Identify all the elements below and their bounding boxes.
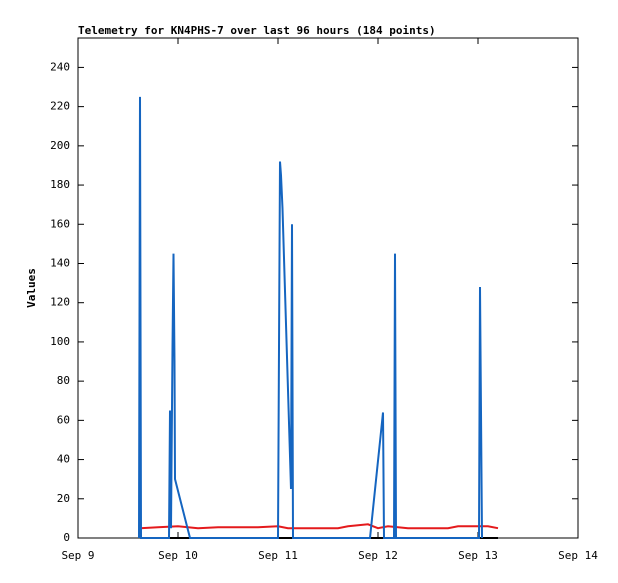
x-tick-label: Sep 10	[158, 549, 198, 562]
x-tick-label: Sep 13	[458, 549, 498, 562]
y-tick-label: 100	[50, 335, 70, 348]
y-tick-label: 60	[57, 413, 70, 426]
y-tick-label: 180	[50, 178, 70, 191]
series-line	[138, 96, 483, 539]
y-tick-label: 40	[57, 453, 70, 466]
y-tick-label: 220	[50, 100, 70, 113]
y-tick-label: 140	[50, 256, 70, 269]
x-tick-label: Sep 12	[358, 549, 398, 562]
y-tick-label: 160	[50, 217, 70, 230]
y-tick-label: 240	[50, 60, 70, 73]
x-tick-label: Sep 9	[61, 549, 94, 562]
y-tick-label: 200	[50, 139, 70, 152]
y-tick-label: 20	[57, 492, 70, 505]
series-line	[139, 523, 499, 530]
y-axis-label: Values	[25, 268, 38, 308]
y-tick-label: 80	[57, 374, 70, 387]
y-tick-label: 120	[50, 296, 70, 309]
plot-frame	[77, 37, 579, 539]
x-tick-label: Sep 11	[258, 549, 298, 562]
x-tick-label: Sep 14	[558, 549, 598, 562]
chart-title: Telemetry for KN4PHS-7 over last 96 hour…	[78, 24, 436, 37]
y-tick-label: 0	[63, 531, 70, 544]
